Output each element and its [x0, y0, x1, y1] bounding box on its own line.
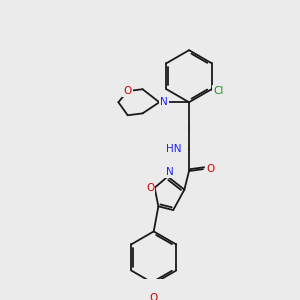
- Text: O: O: [206, 164, 214, 174]
- Text: N: N: [160, 97, 168, 107]
- Text: O: O: [150, 293, 158, 300]
- Text: O: O: [124, 86, 132, 96]
- Text: O: O: [146, 183, 154, 193]
- Text: Cl: Cl: [214, 86, 224, 96]
- Text: N: N: [166, 167, 173, 177]
- Text: HN: HN: [166, 144, 182, 154]
